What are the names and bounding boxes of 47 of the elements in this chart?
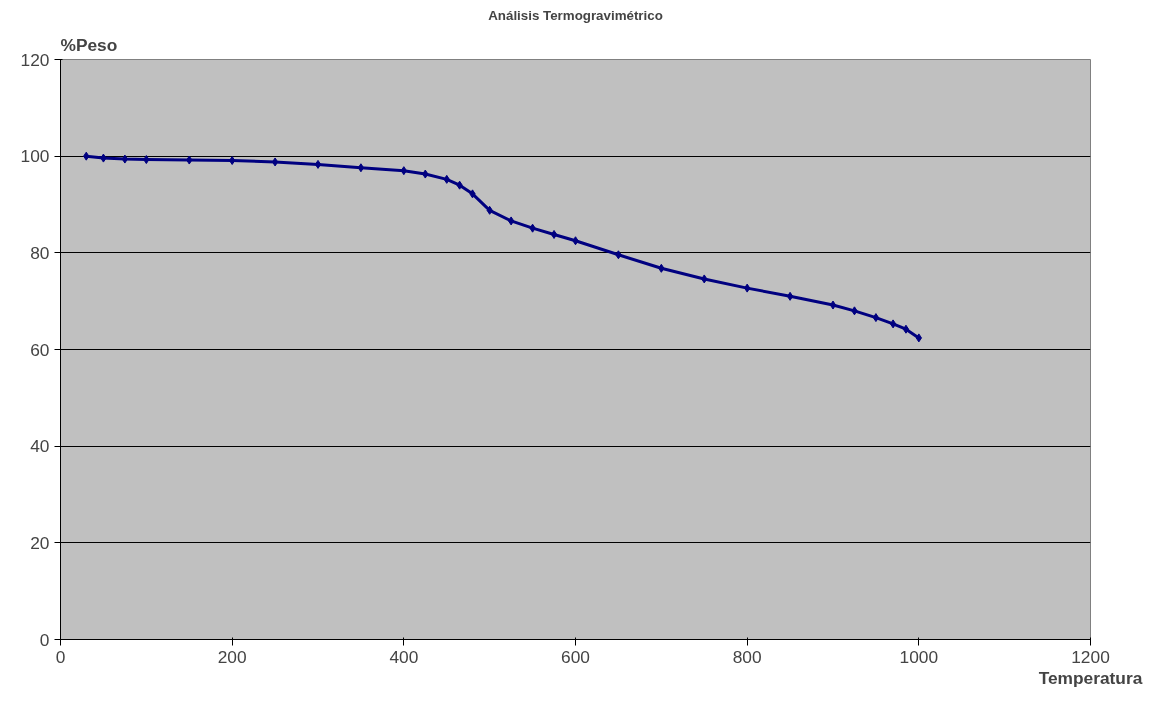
y-tick-label: 120: [20, 49, 50, 70]
point: [701, 274, 708, 284]
point: [786, 291, 794, 301]
point: [872, 313, 880, 323]
point: [915, 333, 922, 343]
point: [744, 283, 751, 293]
x-tick-label: 800: [732, 646, 762, 667]
chart-title: Análisis Termogravimétrico: [488, 7, 663, 23]
point: [422, 169, 429, 179]
point: [486, 205, 493, 215]
y-tick-label: 40: [30, 436, 50, 457]
point: [829, 300, 837, 310]
point: [507, 216, 515, 226]
y-tick-label: 80: [30, 242, 50, 263]
point: [143, 155, 150, 165]
x-tick-label: 400: [389, 646, 419, 667]
y-tick-label: 100: [20, 146, 50, 167]
x-tick-label: 0: [55, 646, 66, 667]
y-tick-label: 60: [30, 339, 50, 360]
point: [572, 236, 579, 246]
point: [186, 155, 193, 165]
point: [469, 189, 476, 199]
point: [456, 180, 463, 190]
point: [100, 153, 107, 163]
point: [529, 223, 536, 233]
point: [443, 174, 450, 184]
y-axis-title: %Peso: [60, 34, 118, 55]
x-tick-label: 600: [561, 646, 590, 667]
y-tick-label: 0: [39, 629, 50, 650]
point: [902, 324, 910, 334]
y-tick-label: 20: [30, 532, 50, 553]
point: [271, 157, 279, 167]
point: [851, 306, 858, 316]
point: [615, 250, 622, 260]
point: [314, 159, 322, 169]
point: [658, 263, 665, 273]
point: [357, 163, 365, 173]
x-tick-label: 200: [217, 646, 247, 667]
x-tick-label: 1000: [899, 646, 939, 667]
point: [229, 156, 236, 166]
point: [83, 151, 90, 161]
point: [889, 319, 897, 329]
point: [550, 229, 558, 239]
x-tick-label: 1200: [1071, 646, 1110, 667]
point: [400, 166, 407, 176]
x-axis-title: Temperatura: [1038, 667, 1143, 688]
point: [121, 154, 129, 164]
